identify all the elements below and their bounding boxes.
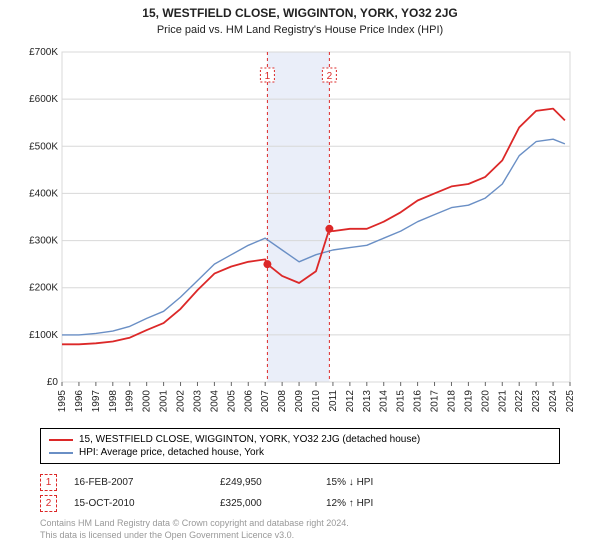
legend-swatch xyxy=(49,452,73,454)
legend-label: 15, WESTFIELD CLOSE, WIGGINTON, YORK, YO… xyxy=(79,434,420,445)
svg-text:1999: 1999 xyxy=(125,390,136,413)
legend: 15, WESTFIELD CLOSE, WIGGINTON, YORK, YO… xyxy=(40,428,560,464)
transaction-badge: 1 xyxy=(40,474,57,491)
svg-text:2017: 2017 xyxy=(430,390,441,413)
svg-text:2012: 2012 xyxy=(345,390,356,413)
svg-text:2: 2 xyxy=(327,71,333,82)
svg-text:2015: 2015 xyxy=(396,390,407,413)
svg-text:2024: 2024 xyxy=(548,390,559,413)
svg-text:2019: 2019 xyxy=(463,390,474,413)
svg-text:£0: £0 xyxy=(47,377,59,388)
legend-swatch xyxy=(49,439,73,441)
svg-text:2021: 2021 xyxy=(497,390,508,413)
transaction-price: £249,950 xyxy=(220,477,320,488)
svg-text:2002: 2002 xyxy=(176,390,187,413)
chart-subtitle: Price paid vs. HM Land Registry's House … xyxy=(157,24,443,36)
svg-text:2023: 2023 xyxy=(531,390,542,413)
svg-text:£700K: £700K xyxy=(29,47,58,58)
svg-text:1998: 1998 xyxy=(108,390,119,413)
svg-text:2013: 2013 xyxy=(362,390,373,413)
svg-text:£400K: £400K xyxy=(29,188,58,199)
transaction-date: 16-FEB-2007 xyxy=(74,477,214,488)
svg-text:2020: 2020 xyxy=(480,390,491,413)
svg-text:2016: 2016 xyxy=(413,390,424,413)
legend-item: HPI: Average price, detached house, York xyxy=(49,446,551,459)
svg-text:1995: 1995 xyxy=(57,390,68,413)
svg-text:2007: 2007 xyxy=(260,390,271,413)
chart-title: 15, WESTFIELD CLOSE, WIGGINTON, YORK, YO… xyxy=(142,6,457,20)
transaction-table: 1 16-FEB-2007 £249,950 15% ↓ HPI 2 15-OCT-201… xyxy=(40,472,560,514)
svg-text:2011: 2011 xyxy=(328,390,339,412)
disclaimer-line-2: This data is licensed under the Open Gov… xyxy=(40,530,560,542)
svg-text:2018: 2018 xyxy=(446,390,457,413)
svg-text:2025: 2025 xyxy=(565,390,576,413)
svg-text:2008: 2008 xyxy=(277,390,288,413)
svg-text:£300K: £300K xyxy=(29,236,58,247)
transaction-badge: 2 xyxy=(40,495,57,512)
transaction-date: 15-OCT-2010 xyxy=(74,498,214,509)
svg-text:2006: 2006 xyxy=(243,390,254,413)
transaction-row: 1 16-FEB-2007 £249,950 15% ↓ HPI xyxy=(40,472,560,493)
svg-text:2001: 2001 xyxy=(159,390,170,413)
transaction-delta: 12% ↑ HPI xyxy=(326,498,416,509)
svg-text:£200K: £200K xyxy=(29,283,58,294)
svg-text:2009: 2009 xyxy=(294,390,305,413)
disclaimer-line-1: Contains HM Land Registry data © Crown c… xyxy=(40,518,560,530)
svg-text:2022: 2022 xyxy=(514,390,525,413)
disclaimer: Contains HM Land Registry data © Crown c… xyxy=(40,518,560,541)
legend-label: HPI: Average price, detached house, York xyxy=(79,447,264,458)
chart-container: 15, WESTFIELD CLOSE, WIGGINTON, YORK, YO… xyxy=(0,0,600,560)
line-chart: £0 £100K £200K £300K £400K £500K £600K £700K 199… xyxy=(20,42,580,422)
svg-text:2005: 2005 xyxy=(226,390,237,413)
svg-text:2004: 2004 xyxy=(209,390,220,413)
svg-text:2010: 2010 xyxy=(311,390,322,413)
svg-text:£500K: £500K xyxy=(29,141,58,152)
svg-text:£100K: £100K xyxy=(29,330,58,341)
svg-text:£600K: £600K xyxy=(29,94,58,105)
svg-text:2014: 2014 xyxy=(379,390,390,413)
transaction-row: 2 15-OCT-2010 £325,000 12% ↑ HPI xyxy=(40,493,560,514)
transaction-delta: 15% ↓ HPI xyxy=(326,477,416,488)
legend-item: 15, WESTFIELD CLOSE, WIGGINTON, YORK, YO… xyxy=(49,433,551,446)
svg-text:1: 1 xyxy=(265,71,271,82)
svg-text:2000: 2000 xyxy=(142,390,153,413)
transaction-price: £325,000 xyxy=(220,498,320,509)
svg-text:1996: 1996 xyxy=(74,390,85,413)
svg-text:1997: 1997 xyxy=(91,390,102,413)
svg-text:2003: 2003 xyxy=(192,390,203,413)
chart-area: £0 £100K £200K £300K £400K £500K £600K £700K 199… xyxy=(20,42,580,422)
